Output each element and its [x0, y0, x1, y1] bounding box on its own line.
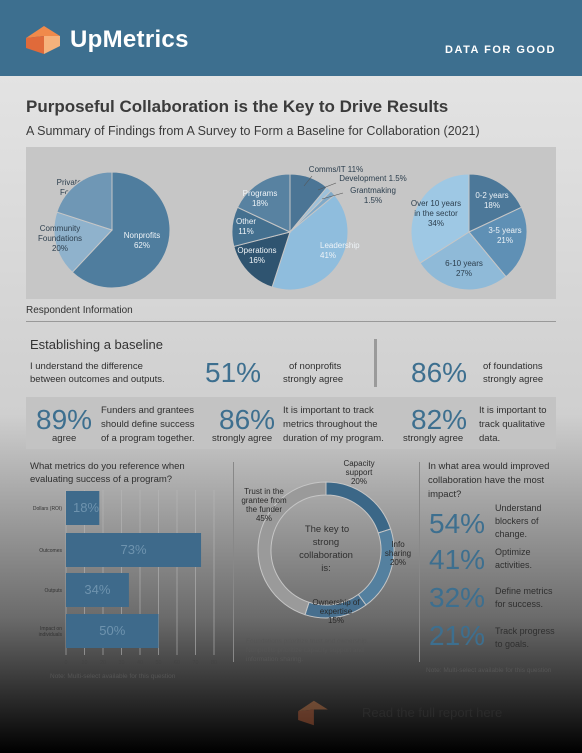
donut-center-text: strong — [312, 537, 340, 548]
divider — [233, 462, 234, 662]
improve-label: change. — [495, 529, 528, 539]
donut-center-text: The key to — [304, 524, 350, 535]
statement-text: of a program together. — [101, 433, 195, 444]
stat-desc: strongly agree — [283, 374, 344, 385]
improve-label: blockers of — [495, 516, 539, 526]
stat-desc: strongly agree — [403, 433, 464, 444]
respondent-charts-panel — [26, 147, 556, 299]
improve-label: Understand — [495, 503, 542, 513]
statement-text: between outcomes and outputs. — [30, 374, 165, 385]
stat-desc: strongly agree — [483, 374, 544, 385]
improve-label: Define metrics — [495, 586, 553, 596]
donut-center-text: collaboration — [299, 550, 353, 561]
read-report-link[interactable]: Read the full report here — [362, 705, 503, 720]
statement-text: should define success — [101, 419, 195, 430]
report-logo-icon — [298, 700, 328, 726]
improve-label: activities. — [495, 560, 533, 570]
improve-label: Optimize — [495, 547, 531, 557]
improve-label: for success. — [495, 599, 544, 609]
metrics-question: evaluating success of a program? — [30, 474, 173, 485]
tagline: DATA FOR GOOD — [445, 44, 556, 56]
stat-desc: of foundations — [483, 361, 543, 372]
statement-text: duration of my program. — [283, 433, 384, 444]
improve-question: impact? — [428, 489, 462, 500]
metrics-note: Note: Multi-select available for this qu… — [50, 673, 176, 680]
improve-pct: 32% — [429, 582, 486, 613]
divider — [26, 321, 556, 322]
improve-label: to goals. — [495, 639, 530, 649]
stat-band — [26, 397, 556, 449]
statement-text: Funders and grantees — [101, 405, 194, 416]
divider — [419, 462, 420, 662]
statement-text: metrics throughout the — [283, 419, 378, 430]
stat-value: 89% — [36, 404, 93, 435]
baseline-heading: Establishing a baseline — [30, 337, 163, 352]
stat-value: 86% — [219, 404, 276, 435]
improve-pct: 21% — [429, 620, 486, 651]
improve-question: In what area would improved — [428, 461, 550, 472]
improve-label: Track progress — [495, 626, 555, 636]
stat-desc: agree — [52, 433, 77, 444]
donut-caption: Nonprofits prioritize capacity support a… — [246, 647, 364, 654]
divider — [374, 339, 377, 387]
respondent-info-label: Respondent Information — [26, 305, 133, 316]
stat-value: 86% — [411, 357, 468, 388]
logo[interactable]: UpMetrics — [24, 24, 189, 56]
page-title: Purposeful Collaboration is the Key to D… — [26, 97, 449, 116]
statement-text: track qualitative — [479, 419, 546, 430]
statement-text: data. — [479, 433, 501, 444]
stat-value: 51% — [205, 357, 262, 388]
donut-center-text: is: — [321, 563, 331, 574]
statement-text: It is important to — [479, 405, 547, 416]
donut-caption: Foundations prioritize trust and ownersh… — [246, 638, 369, 645]
statement-text: I understand the difference — [30, 361, 143, 372]
donut-caption: information sharing. — [246, 656, 304, 663]
statement-text: It is important to track — [283, 405, 374, 416]
brand-name: UpMetrics — [70, 26, 189, 53]
improve-note: Note: Multi-select available for this qu… — [426, 667, 552, 674]
improve-question: collaboration have the most — [428, 475, 545, 486]
improve-pct: 41% — [429, 544, 486, 575]
stat-desc: strongly agree — [212, 433, 273, 444]
stat-desc: of nonprofits — [289, 361, 342, 372]
stat-value: 82% — [411, 404, 468, 435]
improve-pct: 54% — [429, 508, 486, 539]
header-bar: UpMetrics DATA FOR GOOD — [0, 0, 582, 76]
metrics-question: What metrics do you reference when — [30, 461, 185, 472]
page-subtitle: A Summary of Findings from A Survey to F… — [26, 124, 480, 138]
upmetrics-logo-icon — [26, 26, 60, 54]
